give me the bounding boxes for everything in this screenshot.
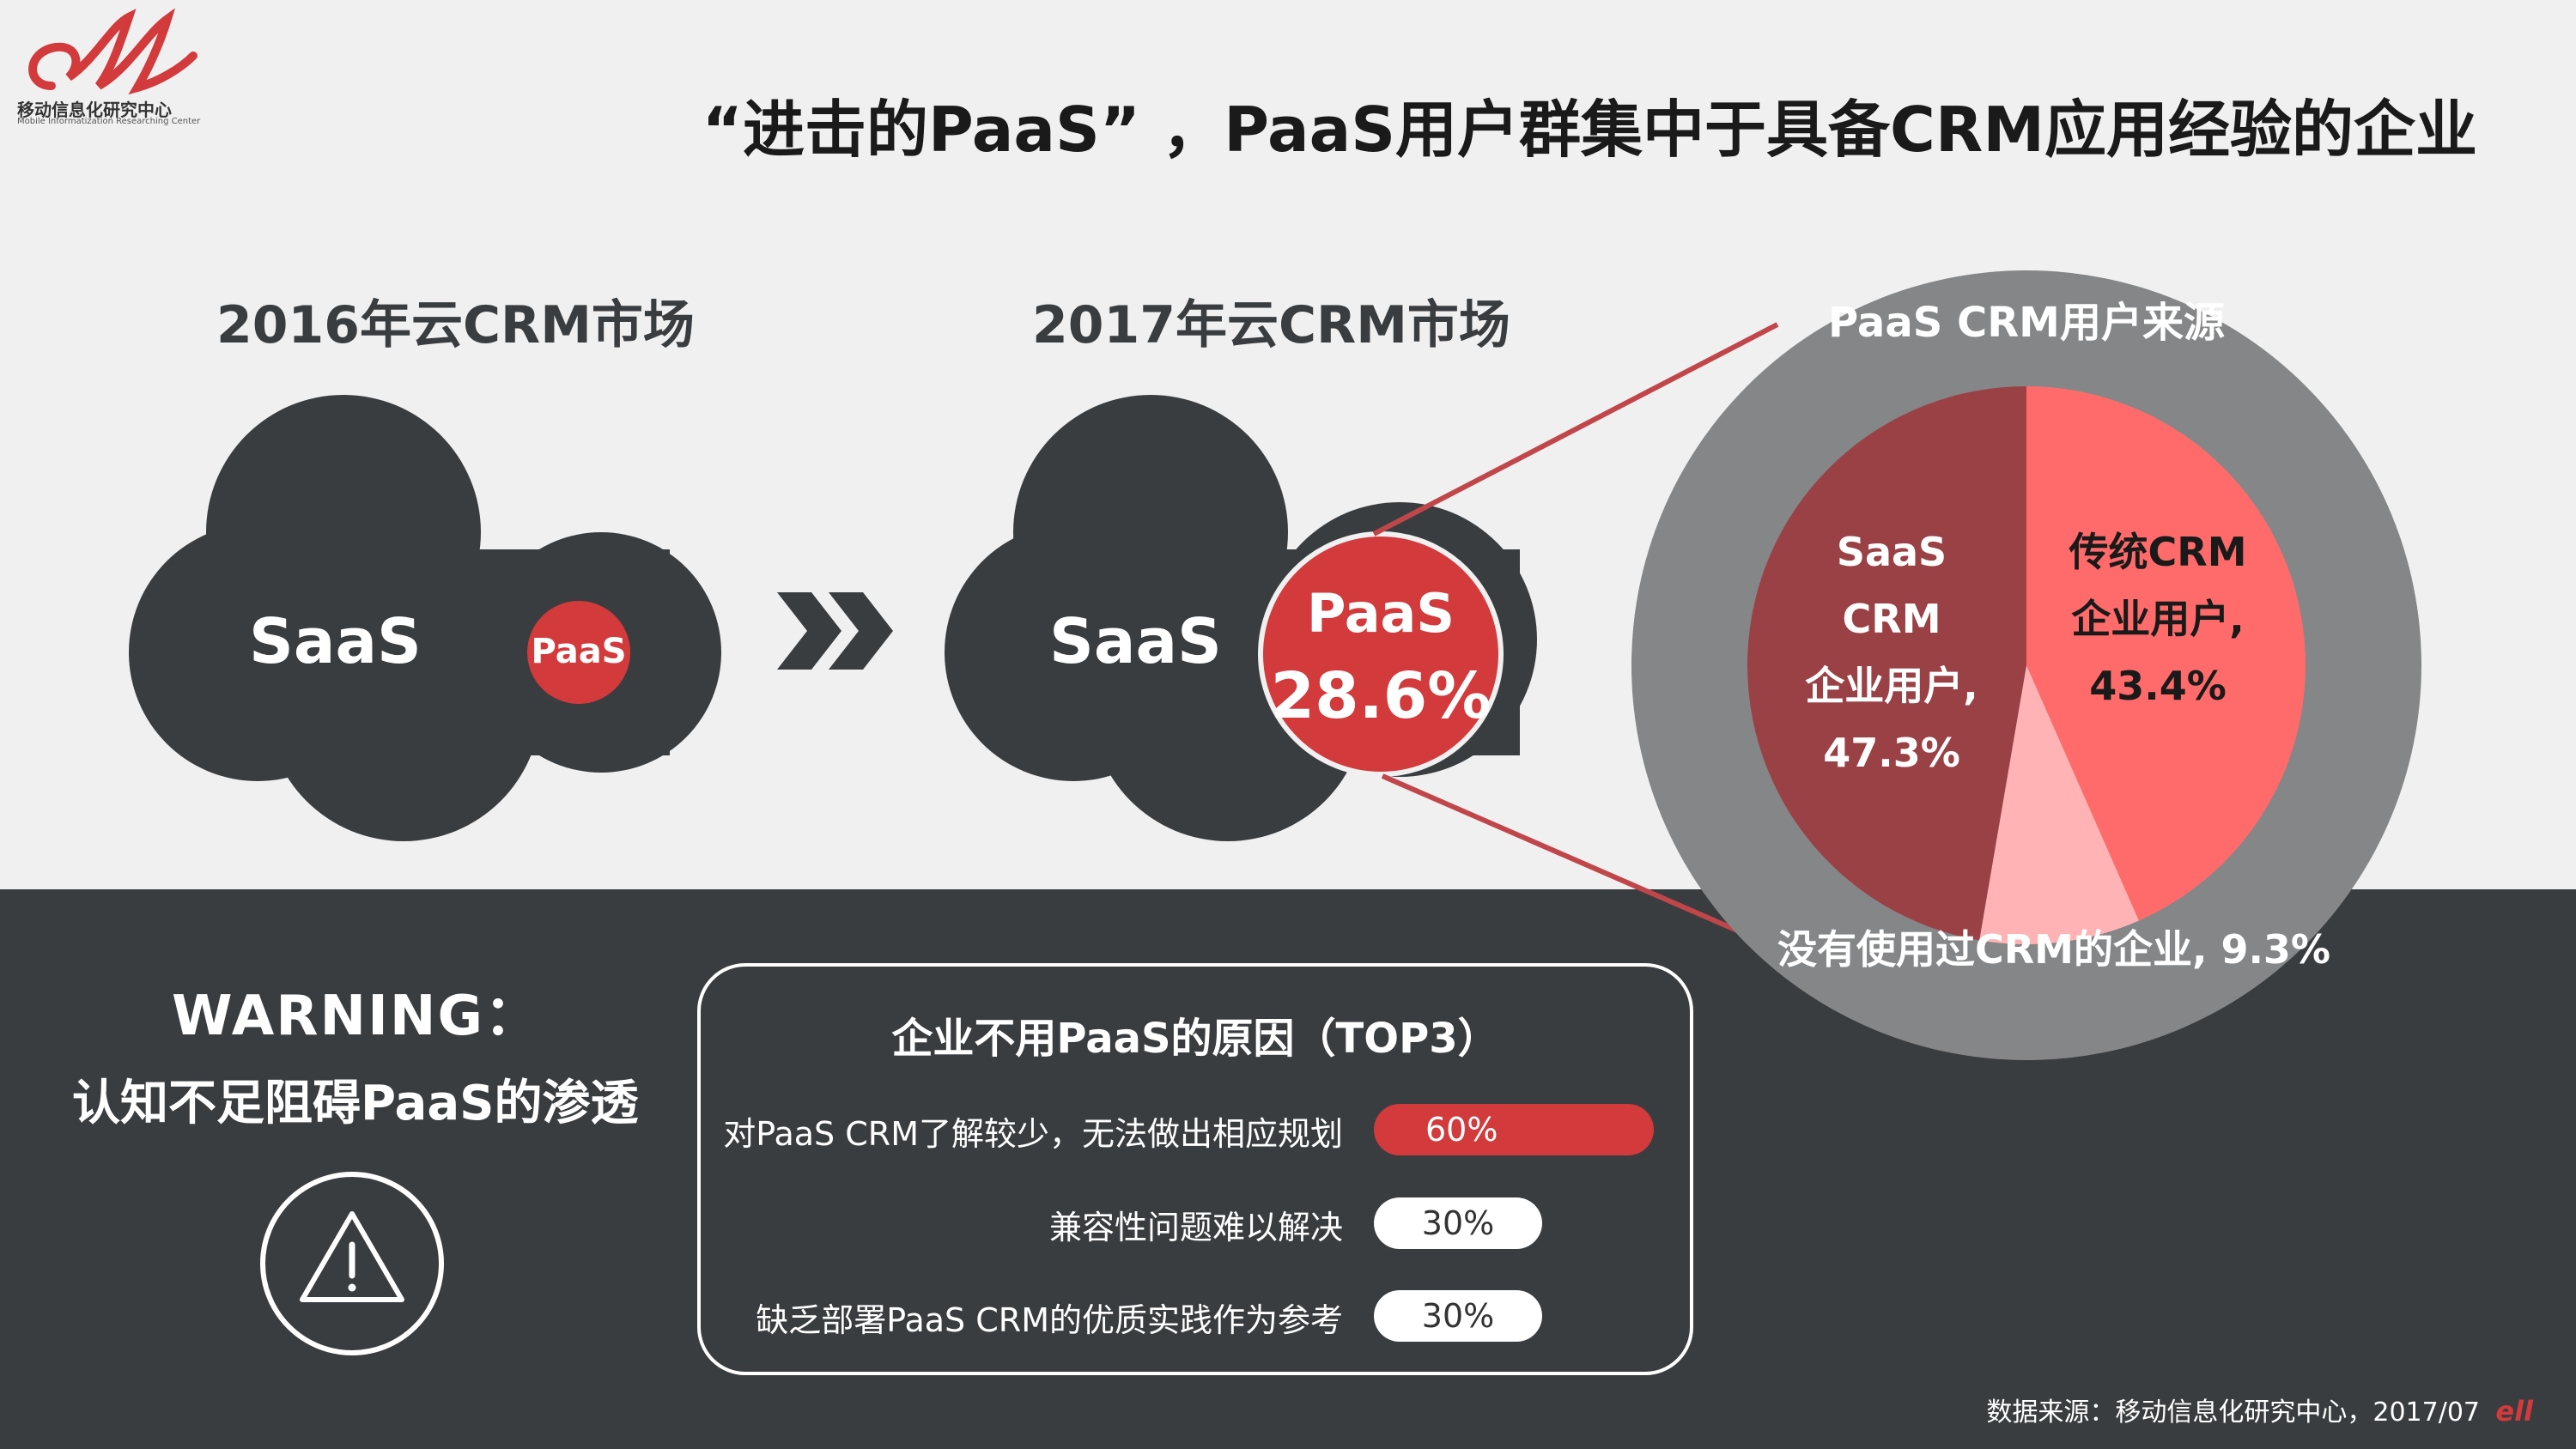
- pie-label-saas-line1: SaaS CRM: [1836, 529, 1947, 642]
- brand-subtitle: Mobile Informatization Researching Cente…: [17, 117, 201, 126]
- paas-label-2016: PaaS: [531, 632, 627, 671]
- brand-name: 移动信息化研究中心: [17, 100, 172, 120]
- pie-label-traditional-line1: 传统CRM: [2069, 529, 2247, 575]
- saas-label-2016: SaaS: [249, 605, 422, 677]
- market-2016-label: 2016年云CRM市场: [216, 295, 695, 355]
- page-title: “进击的PaaS” ，PaaS用户群集中于具备CRM应用经验的企业: [702, 94, 2477, 166]
- reason-bar-3: 30%: [1374, 1290, 1542, 1342]
- pie-label-traditional: 传统CRM 企业用户, 43.4%: [2050, 518, 2265, 719]
- paas-label-2017: PaaS: [1306, 582, 1455, 645]
- reason-bar-1: 60%: [1374, 1104, 1654, 1155]
- warning-triangle-icon: [260, 1172, 444, 1355]
- reasons-panel: [697, 963, 1693, 1375]
- pie-value-none: 没有使用过CRM的企业, 9.3%: [1777, 926, 2331, 973]
- pie-value-traditional: 43.4%: [2089, 663, 2227, 709]
- connector-bottom: [1381, 773, 1771, 947]
- reason-value-3: 30%: [1421, 1297, 1495, 1335]
- reason-label-2: 兼容性问题难以解决: [1048, 1209, 1343, 1246]
- paas-bubble-2017: [1258, 531, 1504, 777]
- pie-chart: [1631, 270, 2421, 1060]
- reason-value-1: 60%: [1425, 1111, 1498, 1149]
- double-chevron-icon: [777, 592, 893, 670]
- pie-label-saas-line2: 企业用户,: [1805, 663, 1978, 709]
- paas-share-2017: 28.6%: [1270, 659, 1492, 733]
- pie-label-saas: SaaS CRM 企业用户, 47.3%: [1784, 518, 1999, 786]
- data-source-note: 数据来源：移动信息化研究中心，2017/07: [1986, 1397, 2480, 1428]
- pie-slice-none: [1979, 665, 2139, 944]
- warning-title: WARNING：: [172, 985, 541, 1048]
- pie-title: PaaS CRM用户来源: [1828, 299, 2225, 347]
- pie-value-saas: 47.3%: [1823, 730, 1960, 776]
- brand-logo: [17, 8, 215, 137]
- warning-subtitle: 认知不足阻碍PaaS的渗透: [72, 1076, 639, 1131]
- connector-top: [1372, 322, 1779, 537]
- saas-label-2017: SaaS: [1049, 605, 1222, 677]
- paas-bubble-2016: [527, 601, 630, 704]
- cloud-2016: [129, 395, 721, 841]
- pie-label-traditional-line2: 企业用户,: [2071, 596, 2245, 642]
- mini-logo-icon: ell: [2495, 1395, 2533, 1428]
- brand-logo-mark: [28, 8, 197, 95]
- reason-bar-2: 30%: [1374, 1197, 1542, 1249]
- pie-slice-saas: [1747, 386, 2026, 941]
- reason-label-1: 对PaaS CRM了解较少，无法做出相应规划: [723, 1115, 1343, 1153]
- reason-label-3: 缺乏部署PaaS CRM的优质实践作为参考: [756, 1301, 1343, 1339]
- reason-value-2: 30%: [1421, 1204, 1495, 1242]
- reasons-heading: 企业不用PaaS的原因（TOP3）: [891, 1015, 1499, 1063]
- pie-slice-traditional: [2026, 386, 2306, 921]
- market-2017-label: 2017年云CRM市场: [1032, 295, 1510, 355]
